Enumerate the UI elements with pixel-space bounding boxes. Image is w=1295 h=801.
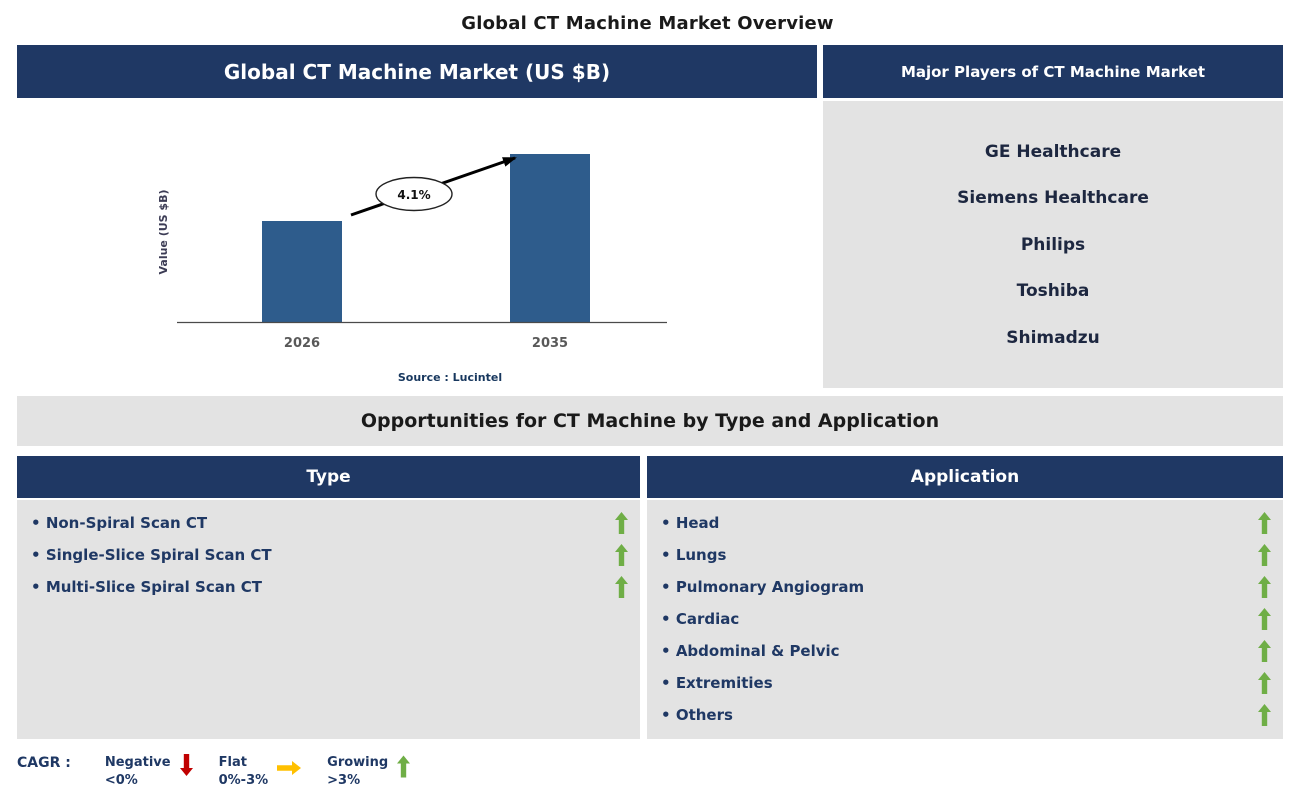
- player-name: GE Healthcare: [984, 141, 1122, 162]
- chart-section-header: Global CT Machine Market (US $B): [17, 45, 817, 98]
- growing-arrow-icon: [397, 754, 411, 783]
- list-item: Abdominal & Pelvic: [661, 635, 1271, 667]
- cagr-legend: CAGR : Negative <0% Flat 0%-3% Growing >…: [17, 754, 1295, 789]
- list-item: Lungs: [661, 539, 1271, 571]
- application-section: Application Head Lungs Pulmonary Angiogr…: [647, 456, 1283, 739]
- player-name: Toshiba: [1016, 281, 1090, 301]
- type-list: Non-Spiral Scan CT Single-Slice Spiral S…: [17, 500, 640, 739]
- bar-2026: [262, 221, 342, 322]
- market-chart-section: Global CT Machine Market (US $B) Value (…: [17, 45, 817, 388]
- player-name: Shimadzu: [1006, 327, 1100, 348]
- application-list: Head Lungs Pulmonary Angiogram Cardiac: [647, 500, 1283, 739]
- application-item-label: Others: [661, 706, 733, 724]
- cagr-value-label: 4.1%: [397, 188, 430, 202]
- type-item-label: Single-Slice Spiral Scan CT: [31, 546, 272, 564]
- bar-2035: [510, 154, 590, 322]
- type-item-label: Multi-Slice Spiral Scan CT: [31, 578, 262, 596]
- growing-arrow-icon: [1258, 704, 1271, 726]
- growing-arrow-icon: [1258, 608, 1271, 630]
- application-item-label: Extremities: [661, 674, 773, 692]
- legend-item-growing: Growing >3%: [327, 754, 411, 789]
- legend-item-flat: Flat 0%-3%: [219, 754, 302, 789]
- y-axis-label: Value (US $B): [157, 189, 170, 274]
- major-players-header: Major Players of CT Machine Market: [823, 45, 1283, 98]
- negative-arrow-icon: [179, 754, 193, 780]
- cagr-ellipse: [375, 176, 453, 212]
- type-section: Type Non-Spiral Scan CT Single-Slice Spi…: [17, 456, 640, 739]
- legend-negative-range: <0%: [104, 772, 138, 788]
- type-item-label: Non-Spiral Scan CT: [31, 514, 207, 532]
- growing-arrow-icon: [615, 576, 628, 598]
- growing-arrow-icon: [1258, 544, 1271, 566]
- flat-arrow-icon: [277, 754, 302, 779]
- list-item: Extremities: [661, 667, 1271, 699]
- legend-item-negative: Negative <0%: [105, 754, 193, 789]
- legend-negative-label: Negative: [104, 755, 171, 770]
- player-name: Siemens Healthcare: [957, 188, 1149, 208]
- growing-arrow-icon: [615, 544, 628, 566]
- list-item: Single-Slice Spiral Scan CT: [31, 539, 628, 571]
- list-item: Non-Spiral Scan CT: [31, 507, 628, 539]
- growing-arrow-icon: [1258, 672, 1271, 694]
- major-players-section: Major Players of CT Machine Market GE He…: [823, 45, 1283, 388]
- major-players-list: GE Healthcare Siemens Healthcare Philips…: [823, 101, 1283, 388]
- legend-growing-range: >3%: [327, 772, 361, 788]
- application-item-label: Cardiac: [661, 610, 739, 628]
- list-item: Cardiac: [661, 603, 1271, 635]
- legend-flat-range: 0%-3%: [218, 772, 269, 788]
- legend-flat-label: Flat: [218, 755, 247, 770]
- x-tick-2026: 2026: [284, 336, 320, 351]
- page-title: Global CT Machine Market Overview: [461, 13, 834, 34]
- growing-arrow-icon: [1258, 512, 1271, 534]
- application-item-label: Lungs: [661, 546, 727, 564]
- chart-source: Source : Lucintel: [398, 371, 502, 384]
- application-item-label: Abdominal & Pelvic: [661, 642, 840, 660]
- bar-chart-canvas: Value (US $B) 4.1% 2026 2035 Source : Lu…: [157, 154, 667, 384]
- type-header: Type: [17, 456, 640, 498]
- opportunities-title: Opportunities for CT Machine by Type and…: [17, 396, 1283, 446]
- player-name: Philips: [1020, 234, 1086, 255]
- growing-arrow-icon: [1258, 640, 1271, 662]
- list-item: Others: [661, 699, 1271, 731]
- list-item: Multi-Slice Spiral Scan CT: [31, 571, 628, 603]
- application-item-label: Pulmonary Angiogram: [661, 578, 864, 596]
- growing-arrow-icon: [615, 512, 628, 534]
- list-item: Pulmonary Angiogram: [661, 571, 1271, 603]
- application-header: Application: [647, 456, 1283, 498]
- bar-chart: Value (US $B) 4.1% 2026 2035 Source : Lu…: [17, 98, 817, 388]
- x-tick-2035: 2035: [532, 336, 568, 351]
- application-item-label: Head: [661, 514, 720, 532]
- growing-arrow-icon: [1258, 576, 1271, 598]
- legend-title: CAGR :: [17, 755, 71, 771]
- legend-growing-label: Growing: [327, 755, 389, 770]
- list-item: Head: [661, 507, 1271, 539]
